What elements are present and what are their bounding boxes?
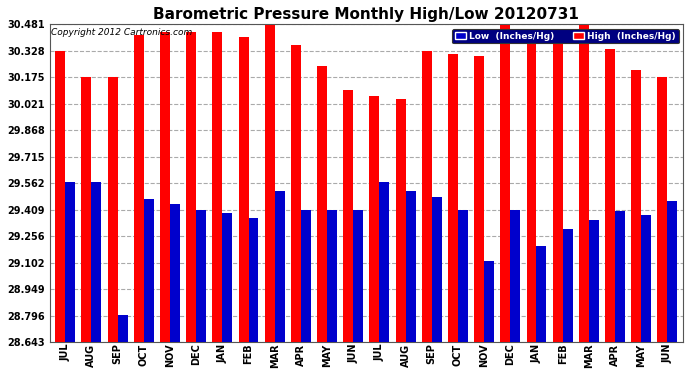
- Bar: [92, 182, 101, 342]
- Bar: [144, 199, 154, 342]
- Bar: [458, 210, 468, 342]
- Bar: [343, 90, 353, 342]
- Bar: [239, 37, 248, 342]
- Bar: [526, 42, 536, 342]
- Bar: [395, 99, 406, 342]
- Bar: [317, 66, 327, 342]
- Bar: [536, 246, 546, 342]
- Bar: [615, 211, 625, 342]
- Bar: [222, 213, 233, 342]
- Bar: [500, 25, 511, 342]
- Bar: [484, 261, 494, 342]
- Bar: [511, 210, 520, 342]
- Bar: [301, 210, 310, 342]
- Bar: [667, 201, 678, 342]
- Bar: [81, 76, 92, 342]
- Bar: [55, 51, 66, 342]
- Bar: [265, 25, 275, 342]
- Bar: [658, 76, 667, 342]
- Bar: [579, 25, 589, 342]
- Bar: [553, 32, 562, 342]
- Bar: [160, 32, 170, 342]
- Bar: [562, 228, 573, 342]
- Bar: [406, 190, 415, 342]
- Bar: [275, 190, 285, 342]
- Bar: [170, 204, 180, 342]
- Text: Copyright 2012 Cartronics.com: Copyright 2012 Cartronics.com: [51, 28, 192, 37]
- Bar: [108, 76, 117, 342]
- Bar: [605, 49, 615, 342]
- Bar: [196, 210, 206, 342]
- Bar: [448, 54, 458, 342]
- Bar: [432, 198, 442, 342]
- Bar: [641, 215, 651, 342]
- Bar: [186, 32, 196, 342]
- Bar: [213, 32, 222, 342]
- Bar: [422, 51, 432, 342]
- Bar: [327, 210, 337, 342]
- Bar: [369, 96, 380, 342]
- Legend: Low  (Inches/Hg), High  (Inches/Hg): Low (Inches/Hg), High (Inches/Hg): [453, 29, 678, 44]
- Title: Barometric Pressure Monthly High/Low 20120731: Barometric Pressure Monthly High/Low 201…: [153, 7, 579, 22]
- Bar: [631, 70, 641, 342]
- Bar: [291, 45, 301, 342]
- Bar: [117, 315, 128, 342]
- Bar: [66, 182, 75, 342]
- Bar: [380, 182, 389, 342]
- Bar: [474, 56, 484, 342]
- Bar: [248, 218, 259, 342]
- Bar: [134, 35, 144, 342]
- Bar: [353, 210, 363, 342]
- Bar: [589, 220, 599, 342]
